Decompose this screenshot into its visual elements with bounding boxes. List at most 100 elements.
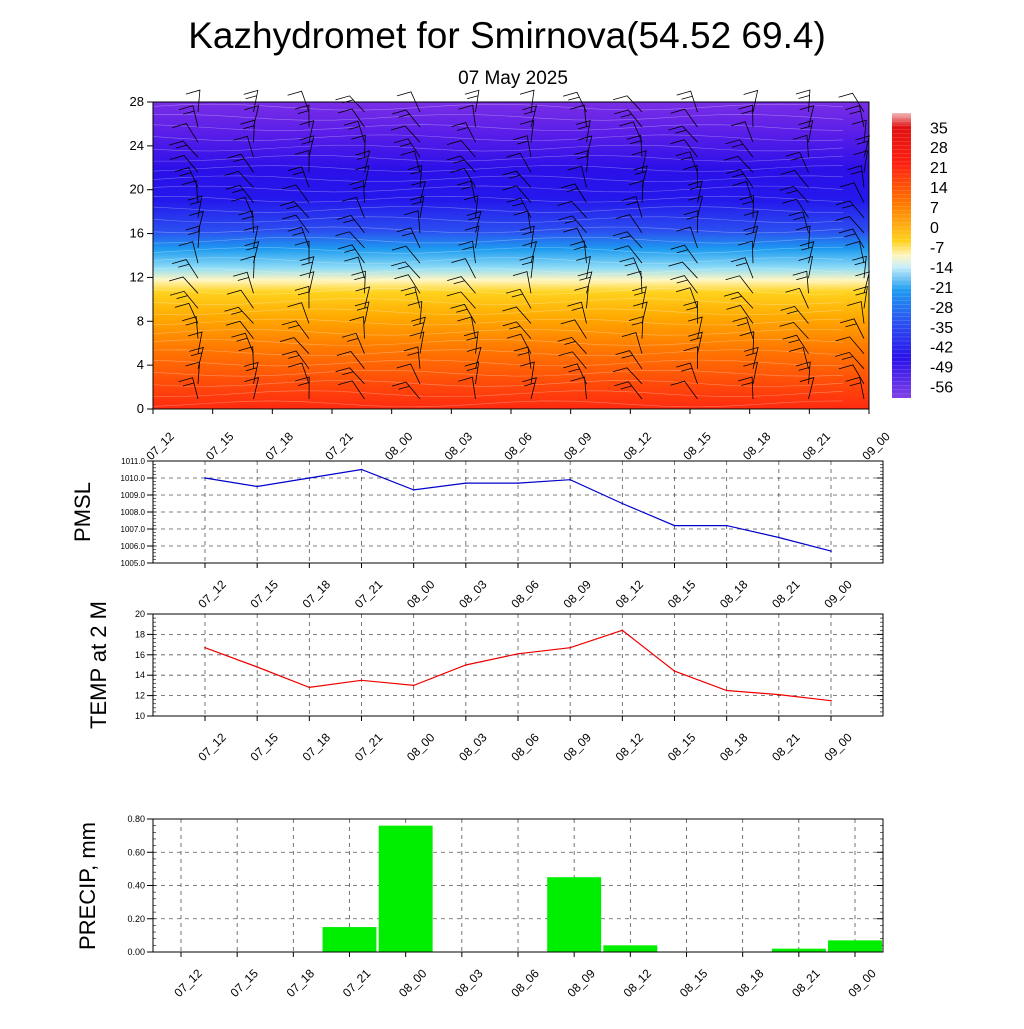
wind-barb [344,256,365,279]
wind-barb [394,274,421,294]
wind-barb [688,331,703,354]
series-point [256,485,258,488]
contour-line [152,236,844,244]
y-tick-label: 20 [135,609,145,619]
contour-line [152,277,844,285]
wind-barb [502,306,532,324]
wind-barb [411,180,426,203]
contour-line [152,216,844,223]
series-point [673,670,676,672]
wind-barb [563,363,587,385]
wind-barb [464,89,480,113]
wind-barb [688,316,703,339]
x-tick-label: 07_15 [247,730,281,764]
wind-barb [788,211,809,233]
wind-barb [668,125,698,143]
x-tick-label: 07_12 [195,730,229,764]
series-point [204,477,206,479]
series-point [569,646,571,649]
wind-barb [393,138,421,158]
temp-2m-panel: 10 12 14 16 18 20 07_12 07_15 07_18 07_21 08_00 08_… [86,601,884,764]
wind-barb [670,108,698,128]
wind-barb [676,226,698,249]
heatmap-x-tick-label: 07_15 [203,429,237,463]
wind-barb [560,319,587,339]
wind-barb [225,184,254,203]
wind-barb [522,105,537,128]
wind-barb [723,155,754,173]
heatmap-y-tick-label: 28 [130,94,144,109]
wind-barb [466,346,482,369]
wind-barb [688,180,703,203]
series-point [569,478,571,481]
wind-barb [576,255,591,279]
wind-barb [403,346,421,369]
panel-frame [152,460,884,564]
series-point [308,477,311,479]
wind-barb [799,241,815,264]
wind-barb [168,276,199,294]
wind-barb [337,244,365,264]
x-tick-label: 07_18 [284,966,318,1000]
wind-barb [354,165,370,188]
wind-barb [178,241,199,264]
wind-barb [799,105,815,128]
y-tick-label: 1006.0 [121,542,146,551]
wind-barb [281,320,310,339]
wind-barb [178,105,199,128]
wind-barb [576,119,591,143]
series-point [465,482,467,484]
wind-barb [847,301,865,324]
wind-barb [562,227,587,249]
wind-barb [732,317,754,339]
wind-barb [409,331,425,354]
wind-barb [451,122,476,143]
wind-barb [798,120,814,143]
wind-barb [785,151,809,173]
wind-barb [169,155,199,173]
x-tick-label: 08_18 [717,730,751,764]
wind-barb [845,240,865,264]
wind-barb [226,289,254,309]
wind-barb [450,168,476,188]
colorbar-label: -14 [930,260,953,277]
wind-barb [457,180,476,203]
wind-barb [225,320,254,339]
wind-barb [838,364,865,385]
x-tick-label: 07_21 [352,577,386,611]
wind-barb [619,121,643,143]
x-tick-label: 08_00 [396,966,430,1000]
wind-barb [739,195,755,218]
panel-y-label: TEMP at 2 M [86,601,111,729]
wind-barb [172,123,199,143]
wind-barb [780,305,809,324]
wind-barb [287,166,310,188]
temperature-cross-section: 0 4 8 12 16 20 24 28 07_12 07_15 07_18 07_21 08_00 08… [130,89,953,463]
wind-barb [407,165,423,188]
wind-barb [683,164,698,188]
wind-barb [451,258,476,279]
x-tick-label: 07_15 [227,966,261,1000]
heatmap-x-tick-label: 08_21 [800,429,834,463]
wind-barb [838,228,865,249]
y-tick-label: 12 [135,691,145,701]
x-tick-label: 08_09 [560,577,594,611]
heatmap-y-tick-label: 0 [137,401,144,416]
y-tick-label: 1010.0 [121,474,146,483]
contour-line [152,359,844,367]
wind-barb [626,270,643,294]
chart-date: 07 May 2025 [458,68,568,89]
wind-barb [400,286,421,309]
wind-barb [502,185,532,203]
wind-barb [231,332,254,354]
wind-barb [187,195,203,218]
x-tick-label: 07_21 [352,730,386,764]
wind-barb [558,351,587,370]
colorbar-label: -42 [930,340,953,357]
wind-barb [243,225,259,248]
wind-barb [294,240,310,264]
precip-bar [547,877,602,952]
wind-barb [238,346,254,369]
wind-barb [726,304,754,324]
series-point [725,524,728,527]
